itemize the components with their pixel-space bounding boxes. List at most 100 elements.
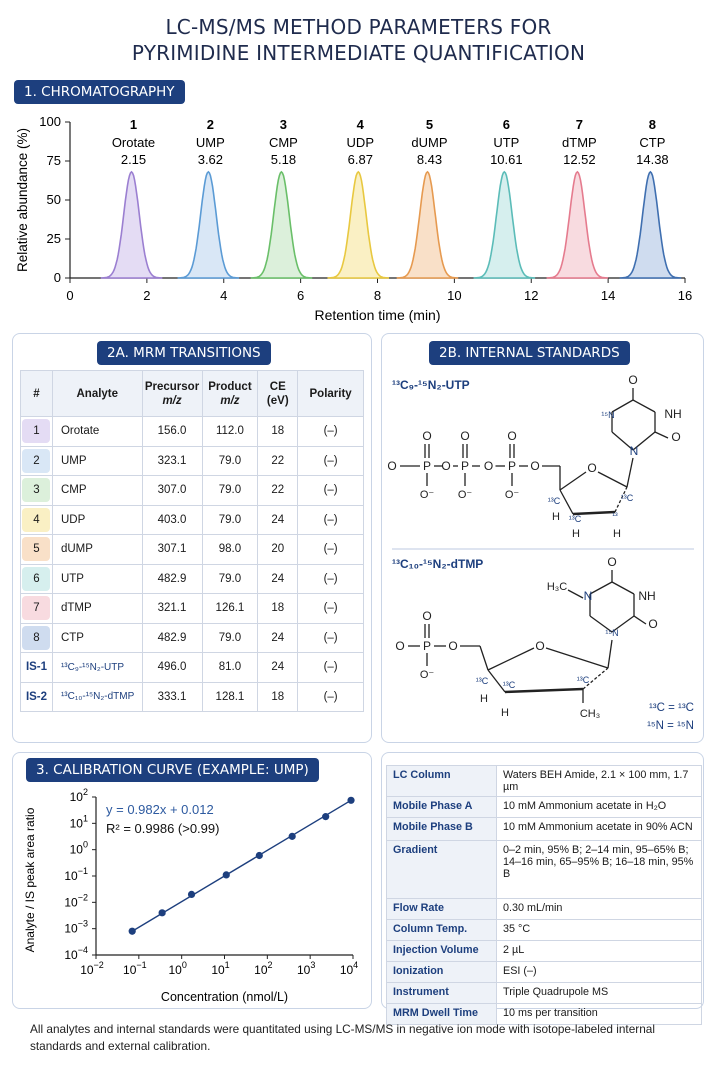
mrm-cell-ce: 20: [257, 534, 299, 565]
mrm-cell-product: 128.1: [201, 681, 259, 712]
precursor-unit: m/z: [162, 394, 182, 407]
section-label-calibration: 3. CALIBRATION CURVE (EXAMPLE: UMP): [26, 758, 319, 782]
param-row: Injection Volume 2 µL: [386, 940, 702, 962]
peak-number-label: 2: [207, 117, 214, 132]
calib-y-axis-label: Analyte / IS peak area ratio: [23, 807, 37, 952]
mrm-row-dump: 5 dUMP 307.1 98.0 20 (–): [20, 534, 364, 565]
mrm-cell-precursor: 403.0: [141, 504, 203, 535]
row-index-badge: 3: [22, 478, 51, 503]
atom-label: H: [572, 528, 580, 540]
param-row: Column Temp. 35 °C: [386, 919, 702, 941]
mrm-cell-precursor: 307.0: [141, 475, 203, 506]
mrm-cell-polarity: (–): [297, 681, 364, 712]
param-row: Mobile Phase A 10 mM Ammonium acetate in …: [386, 796, 702, 818]
precursor-label: Precursor: [144, 380, 200, 393]
peak-rt-label: 6.87: [348, 152, 373, 167]
mrm-cell-precursor: 482.9: [141, 563, 203, 594]
atom-label: O: [530, 459, 539, 473]
mrm-cell-precursor: 307.1: [141, 534, 203, 565]
calibration-panel: [12, 752, 372, 1009]
mrm-cell-analyte: ¹³C₁₀-¹⁵N₂-dTMP: [51, 681, 143, 712]
is1-name-label: ¹³C₉-¹⁵N₂-UTP: [392, 378, 470, 392]
atom-label: O⁻: [505, 489, 520, 501]
mrm-cell-product: 112.0: [201, 416, 259, 447]
mrm-cell-ce: 18: [257, 416, 299, 447]
mrm-cell-num: 6: [20, 563, 53, 594]
param-label: Ionization: [386, 961, 497, 983]
mrm-cell-precursor: 333.1: [141, 681, 203, 712]
param-row: Ionization ESI (–): [386, 961, 702, 983]
mrm-cell-polarity: (–): [297, 593, 364, 624]
chrom-y-tick-label: 25: [47, 231, 61, 246]
calib-equation: y = 0.982x + 0.012: [106, 802, 214, 817]
atom-label: ¹³C: [503, 680, 516, 690]
bond: [567, 589, 584, 599]
section-label-chromatography: 1. CHROMATOGRAPHY: [14, 80, 185, 104]
peak-number-label: 4: [357, 117, 365, 132]
mrm-cell-ce: 22: [257, 475, 299, 506]
calib-y-tick-label: 101: [70, 813, 88, 830]
param-label: Gradient: [386, 840, 497, 899]
atom-label: O: [671, 430, 680, 444]
row-index-badge: 1: [22, 419, 51, 444]
bond: [559, 471, 587, 491]
mrm-cell-analyte: UDP: [51, 504, 143, 535]
atom-label: O: [587, 461, 596, 475]
phosphorus-atom: P: [508, 459, 516, 473]
peak-name-label: CMP: [269, 135, 298, 150]
bond: [611, 399, 634, 413]
mrm-cell-num: 1: [20, 416, 53, 447]
atom-label: ¹³C: [621, 493, 634, 503]
calib-r2: R² = 0.9986 (>0.99): [106, 821, 219, 836]
calib-x-tick-label: 10−1: [123, 960, 147, 977]
row-index-badge: 6: [22, 566, 51, 591]
ce-unit: (eV): [266, 394, 289, 407]
mrm-row-is-2: IS-2 ¹³C₁₀-¹⁵N₂-dTMP 333.1 128.1 18 (–): [20, 681, 364, 712]
mrm-cell-analyte: UMP: [51, 445, 143, 476]
atom-label: O: [607, 555, 616, 569]
mrm-cell-product: 79.0: [201, 475, 259, 506]
peak-name-label: dUMP: [411, 135, 447, 150]
calib-y-tick-label: 10−4: [64, 945, 88, 962]
param-label: LC Column: [386, 765, 497, 797]
mrm-table: # Analyte Precursor m/z Product m/z CE (…: [20, 370, 364, 712]
atom-label: ¹³: [612, 511, 618, 520]
calib-point: [158, 909, 166, 917]
mrm-cell-polarity: (–): [297, 475, 364, 506]
atom-label: ¹³C: [548, 496, 561, 506]
param-row: MRM Dwell Time 10 ms per transition: [386, 1003, 702, 1025]
row-index-badge: 4: [22, 507, 51, 532]
mrm-cell-precursor: 482.9: [141, 622, 203, 653]
mrm-cell-precursor: 323.1: [141, 445, 203, 476]
mrm-cell-ce: 18: [257, 593, 299, 624]
mrm-header-row: # Analyte Precursor m/z Product m/z CE (…: [20, 370, 364, 417]
chrom-peak-1: [100, 170, 163, 279]
mrm-row-is-1: IS-1 ¹³C₉-¹⁵N₂-UTP 496.0 81.0 24 (–): [20, 652, 364, 683]
atom-label: H: [501, 707, 509, 719]
phosphorus-atom: P: [461, 459, 469, 473]
peak-rt-label: 14.38: [636, 152, 669, 167]
param-value: 0.30 mL/min: [496, 898, 702, 920]
bond: [589, 615, 613, 633]
peak-name-label: dTMP: [562, 135, 597, 150]
mrm-cell-precursor: 321.1: [141, 593, 203, 624]
atom-label: O: [422, 429, 431, 443]
param-value: 0–2 min, 95% B; 2–14 min, 95–65% B; 14–1…: [496, 840, 702, 899]
mrm-cell-analyte: dUMP: [51, 534, 143, 565]
calib-y-tick-label: 10−3: [64, 919, 88, 936]
mrm-cell-polarity: (–): [297, 534, 364, 565]
atom-label: O: [507, 429, 516, 443]
chrom-y-tick-label: 75: [47, 153, 61, 168]
chrom-x-tick-label: 14: [601, 288, 615, 303]
param-value: 10 mM Ammonium acetate in 90% ACN: [496, 817, 702, 841]
atom-label: N: [630, 444, 639, 458]
atom-label: ¹⁵N: [601, 410, 614, 420]
chrom-x-tick-label: 8: [374, 288, 381, 303]
bond: [479, 645, 489, 671]
chrom-x-tick-label: 0: [66, 288, 73, 303]
bond: [582, 667, 609, 690]
peak-rt-label: 8.43: [417, 152, 442, 167]
peak-number-label: 1: [130, 117, 137, 132]
atom-label: H: [613, 528, 621, 540]
mrm-cell-analyte: ¹³C₉-¹⁵N₂-UTP: [51, 652, 143, 683]
